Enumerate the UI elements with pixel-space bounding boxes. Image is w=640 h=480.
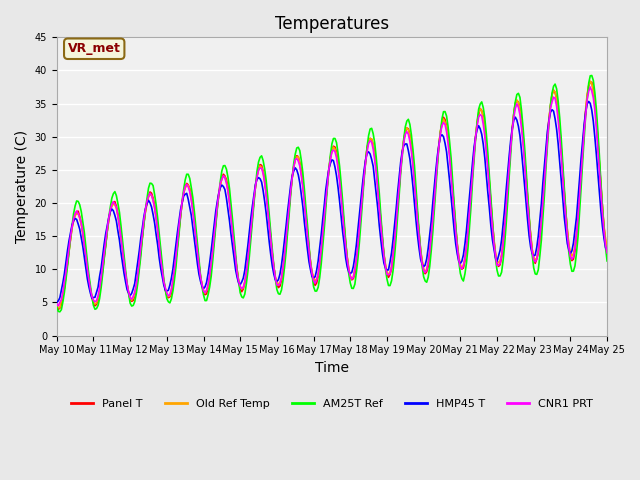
Title: Temperatures: Temperatures: [275, 15, 389, 33]
Y-axis label: Temperature (C): Temperature (C): [15, 130, 29, 243]
Line: AM25T Ref: AM25T Ref: [57, 75, 607, 312]
Line: Panel T: Panel T: [57, 82, 607, 309]
X-axis label: Time: Time: [315, 361, 349, 375]
Line: Old Ref Temp: Old Ref Temp: [57, 81, 607, 308]
Text: VR_met: VR_met: [68, 42, 121, 55]
Line: HMP45 T: HMP45 T: [57, 101, 607, 302]
Legend: Panel T, Old Ref Temp, AM25T Ref, HMP45 T, CNR1 PRT: Panel T, Old Ref Temp, AM25T Ref, HMP45 …: [67, 395, 598, 414]
Line: CNR1 PRT: CNR1 PRT: [57, 87, 607, 306]
